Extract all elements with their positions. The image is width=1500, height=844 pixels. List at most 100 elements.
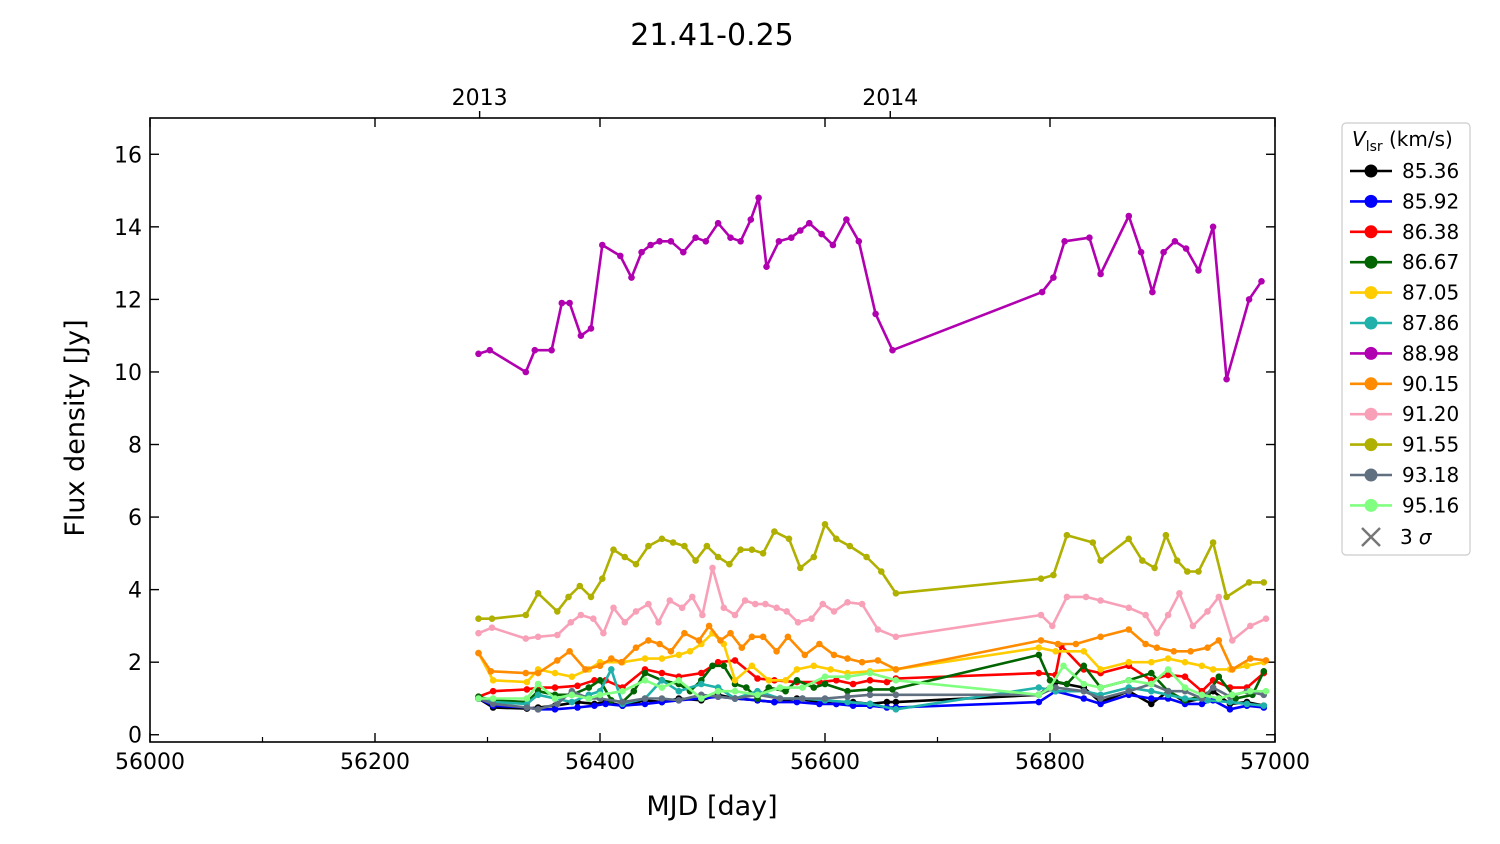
- data-point: [1063, 531, 1071, 539]
- data-point: [686, 648, 694, 655]
- data-point: [568, 673, 576, 680]
- data-point: [632, 644, 640, 651]
- data-point: [1229, 637, 1236, 644]
- data-point: [1148, 680, 1155, 688]
- data-point: [1063, 593, 1071, 601]
- data-point: [866, 691, 874, 699]
- data-point: [641, 695, 649, 702]
- legend-marker: [1364, 316, 1378, 330]
- data-point: [574, 682, 581, 690]
- data-point: [585, 684, 593, 691]
- data-point: [1209, 684, 1217, 691]
- data-point: [1245, 296, 1253, 303]
- legend-label: 86.38: [1402, 220, 1459, 244]
- data-point: [1153, 629, 1161, 637]
- data-point: [1037, 575, 1045, 582]
- data-point: [489, 687, 497, 695]
- data-point: [1171, 238, 1179, 245]
- legend-label: 87.86: [1402, 311, 1459, 335]
- data-point: [1243, 662, 1251, 670]
- legend-item: 85.36: [1350, 159, 1459, 183]
- data-point: [731, 657, 739, 664]
- data-point: [1162, 531, 1170, 539]
- data-point: [830, 608, 838, 615]
- data-point: [738, 644, 746, 651]
- x-axis-label: MJD [day]: [646, 791, 777, 822]
- data-point: [667, 648, 675, 655]
- data-point: [727, 629, 734, 637]
- data-point: [1153, 644, 1161, 651]
- y-tick-label: 0: [128, 724, 142, 749]
- legend-item: 86.38: [1350, 220, 1459, 244]
- data-point: [1097, 557, 1104, 564]
- legend-label: 85.36: [1402, 159, 1459, 183]
- data-point: [567, 619, 575, 626]
- data-point: [1151, 564, 1158, 572]
- data-point: [628, 274, 635, 281]
- data-point: [1223, 593, 1230, 601]
- data-point: [596, 662, 604, 670]
- data-point: [1046, 684, 1054, 691]
- data-point: [1260, 579, 1268, 586]
- data-point: [487, 668, 495, 675]
- data-point: [590, 615, 597, 622]
- data-point: [522, 611, 530, 619]
- data-point: [692, 557, 699, 564]
- data-point: [892, 590, 900, 597]
- data-point: [1262, 657, 1270, 664]
- data-point: [741, 597, 749, 604]
- data-point: [793, 698, 801, 706]
- data-point: [793, 677, 801, 684]
- data-point: [844, 599, 851, 606]
- data-point: [523, 678, 531, 686]
- legend-marker: [1364, 498, 1378, 512]
- legend-label: 90.15: [1402, 372, 1459, 396]
- data-point: [656, 640, 663, 648]
- x-marker-icon: [1361, 527, 1381, 547]
- data-point: [645, 637, 652, 644]
- legend-box: [1341, 122, 1471, 556]
- data-point: [658, 535, 666, 543]
- data-point: [1245, 579, 1253, 586]
- data-point: [667, 238, 675, 245]
- data-point: [1060, 662, 1067, 670]
- data-point: [599, 241, 606, 249]
- top-axis-tick-label: 2014: [862, 86, 918, 111]
- data-point: [1184, 568, 1191, 575]
- data-point: [889, 346, 896, 354]
- data-point: [1229, 666, 1236, 673]
- data-point: [1181, 695, 1189, 702]
- data-point: [551, 706, 559, 713]
- data-point: [1198, 691, 1206, 699]
- data-point: [1164, 671, 1172, 679]
- y-tick-label: 4: [128, 579, 142, 604]
- data-point: [755, 194, 762, 202]
- data-point: [829, 241, 837, 249]
- data-point: [658, 684, 666, 691]
- data-point: [883, 678, 891, 686]
- data-point: [720, 604, 728, 612]
- data-point: [1195, 267, 1202, 274]
- legend-marker: [1364, 468, 1378, 482]
- data-point: [1173, 557, 1181, 564]
- data-point: [1137, 248, 1145, 256]
- data-point: [1181, 684, 1189, 691]
- data-point: [1148, 658, 1155, 666]
- data-point: [1125, 677, 1133, 684]
- data-point: [752, 600, 759, 608]
- data-point: [821, 521, 829, 528]
- data-point: [591, 702, 598, 709]
- legend-marker: [1364, 255, 1378, 269]
- data-point: [799, 695, 806, 702]
- legend-item: 85.92: [1350, 189, 1459, 213]
- data-point: [844, 698, 851, 706]
- axis-ticks: 56000 56200 56400 56600 56800 57000 2013 2014 0 2…: [114, 86, 1310, 775]
- data-point: [806, 219, 813, 227]
- data-point: [843, 216, 850, 223]
- data-point: [810, 662, 818, 670]
- data-point: [1187, 648, 1194, 655]
- x-tick-label: 56400: [565, 750, 635, 775]
- data-point: [621, 553, 629, 561]
- data-point: [773, 648, 780, 655]
- data-point: [844, 687, 851, 695]
